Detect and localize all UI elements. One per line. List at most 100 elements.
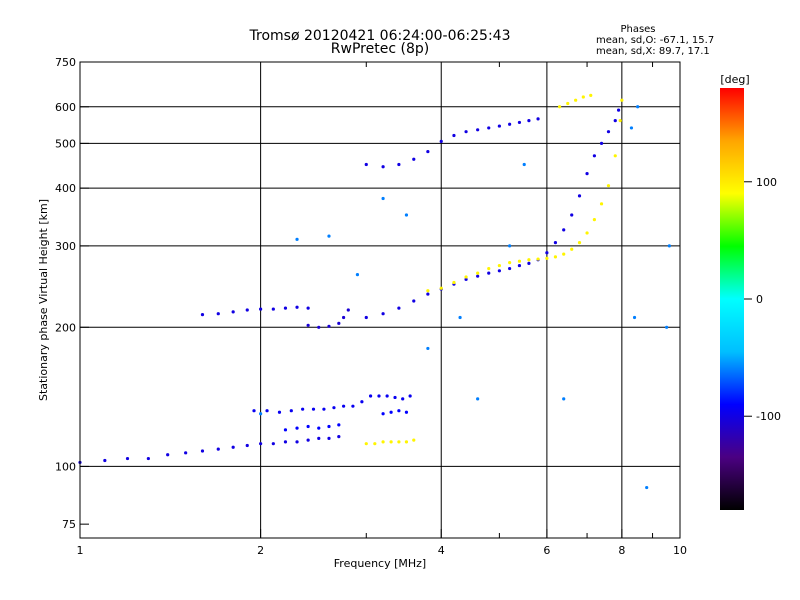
data-point	[364, 442, 368, 446]
data-point	[585, 172, 589, 176]
colorbar-tick-label: 0	[756, 293, 763, 306]
data-point	[283, 428, 288, 432]
data-point	[458, 315, 462, 320]
data-point	[629, 126, 634, 130]
data-point	[553, 255, 558, 259]
y-axis-ticks: 75 100 200 300 400 500 600 750	[55, 56, 89, 531]
data-point	[103, 458, 107, 463]
data-point	[497, 269, 501, 273]
data-point	[476, 274, 480, 278]
data-point	[377, 394, 381, 398]
data-point	[327, 324, 331, 328]
data-point	[527, 119, 531, 123]
data-point	[581, 95, 585, 99]
data-point	[381, 196, 385, 201]
data-point	[497, 263, 501, 268]
data-point	[616, 108, 621, 112]
phase-stats-x: mean, sd,X: 89.7, 17.1	[596, 46, 710, 57]
data-point	[536, 257, 540, 261]
colorbar-label: [deg]	[720, 73, 749, 86]
data-point	[577, 194, 582, 198]
data-point	[341, 404, 346, 408]
phase-heading: Phases	[620, 24, 655, 35]
y-tick-label: 400	[55, 182, 76, 195]
data-point	[517, 259, 522, 263]
data-point	[337, 435, 341, 439]
y-tick-label: 300	[55, 240, 76, 253]
data-point	[351, 404, 355, 408]
data-point	[562, 252, 566, 256]
data-point	[283, 440, 288, 444]
data-point	[245, 443, 249, 448]
data-point	[317, 426, 321, 430]
data-point	[527, 261, 531, 265]
phase-stats-o: mean, sd,O: -67.1, 15.7	[596, 35, 714, 46]
data-point	[332, 406, 336, 410]
data-point	[613, 119, 617, 123]
data-point	[364, 315, 368, 320]
data-point	[301, 407, 305, 411]
data-point	[271, 442, 275, 446]
data-point	[200, 449, 205, 453]
x-tick-label: 1	[77, 544, 84, 557]
data-point	[397, 306, 401, 310]
data-point	[508, 244, 512, 248]
data-point	[508, 266, 512, 271]
data-point	[632, 315, 637, 320]
data-point	[570, 213, 574, 217]
data-point	[592, 218, 596, 222]
x-tick-label: 8	[618, 544, 625, 557]
data-point	[166, 453, 170, 457]
data-point	[508, 261, 512, 265]
data-point	[566, 101, 570, 106]
data-point	[295, 440, 299, 444]
data-point	[259, 412, 263, 416]
data-point	[125, 456, 130, 461]
data-point	[146, 456, 150, 461]
data-point	[397, 162, 401, 167]
data-point	[259, 442, 263, 446]
data-point	[585, 231, 589, 235]
data-point	[412, 299, 416, 303]
data-point	[385, 394, 389, 398]
data-point	[667, 244, 671, 248]
data-point	[295, 237, 299, 241]
data-point	[464, 130, 468, 134]
data-point	[283, 306, 288, 310]
data-point	[397, 409, 401, 413]
data-point	[562, 397, 566, 401]
y-tick-label: 200	[55, 321, 76, 334]
data-point	[360, 400, 364, 404]
y-tick-label: 600	[55, 101, 76, 114]
data-point	[341, 315, 346, 320]
data-point	[389, 440, 393, 444]
data-point	[517, 120, 522, 125]
data-point	[259, 307, 263, 311]
data-point	[592, 154, 596, 158]
data-point	[497, 124, 501, 128]
data-point	[408, 394, 412, 398]
x-axis-ticks: 1 2 4 6 8 10	[77, 62, 687, 557]
data-point	[404, 410, 409, 414]
data-point	[393, 395, 397, 400]
x-tick-label: 6	[543, 544, 550, 557]
data-point	[216, 312, 220, 316]
data-point	[553, 240, 558, 245]
data-point	[401, 397, 405, 401]
data-point	[265, 409, 269, 413]
data-point	[599, 202, 604, 206]
data-point	[665, 325, 669, 329]
data-point	[606, 184, 611, 188]
data-point	[337, 321, 341, 325]
data-point	[426, 346, 430, 351]
chart-title: Tromsø 20120421 06:24:00-06:25:43	[249, 28, 511, 44]
data-point	[452, 280, 456, 285]
data-point	[426, 292, 430, 296]
data-point	[606, 130, 611, 134]
data-point	[636, 105, 640, 109]
data-point	[306, 306, 310, 310]
data-point	[464, 275, 468, 279]
data-point	[277, 410, 282, 414]
data-point	[613, 154, 617, 158]
data-point	[368, 394, 373, 398]
